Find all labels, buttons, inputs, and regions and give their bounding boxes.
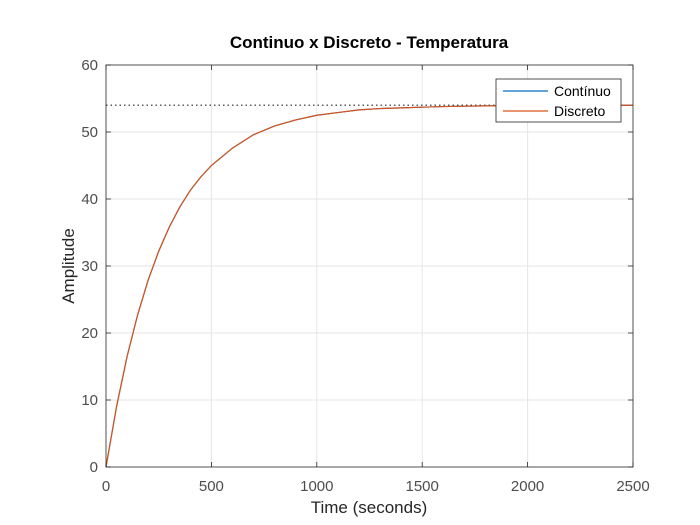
legend[interactable]: Contínuo Discreto — [495, 78, 622, 123]
x-tick-label: 500 — [199, 478, 224, 495]
y-tick-label: 0 — [90, 459, 98, 476]
y-ticks: 0 10 20 30 40 50 60 — [81, 57, 633, 476]
y-tick-label: 20 — [81, 325, 98, 342]
legend-label-continuo: Contínuo — [554, 83, 611, 99]
y-tick-label: 30 — [81, 258, 98, 275]
x-ticks: 0 500 1000 1500 2000 2500 — [102, 65, 650, 495]
legend-label-discreto: Discreto — [554, 103, 606, 119]
y-axis-label: Amplitude — [59, 228, 78, 304]
y-tick-label: 60 — [81, 57, 98, 74]
x-axis-label: Time (seconds) — [311, 498, 428, 517]
x-tick-label: 1000 — [300, 478, 333, 495]
y-tick-label: 50 — [81, 124, 98, 141]
legend-box — [495, 78, 622, 123]
y-tick-label: 40 — [81, 191, 98, 208]
x-tick-label: 1500 — [406, 478, 439, 495]
y-tick-label: 10 — [81, 392, 98, 409]
x-tick-label: 2000 — [511, 478, 544, 495]
x-tick-label: 0 — [102, 478, 110, 495]
x-tick-label: 2500 — [616, 478, 649, 495]
chart-title: Continuo x Discreto - Temperatura — [230, 33, 509, 52]
grid — [106, 65, 633, 467]
